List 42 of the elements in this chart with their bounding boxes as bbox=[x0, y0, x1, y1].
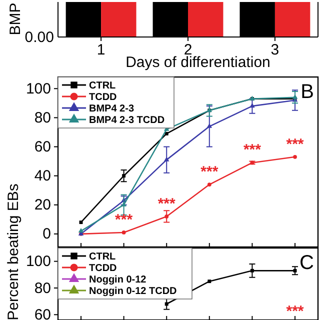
y-tick-label: 60 bbox=[34, 138, 51, 156]
annotation: *** bbox=[158, 195, 176, 212]
point bbox=[250, 103, 255, 108]
legend-label: TCDD bbox=[89, 263, 117, 274]
y-tick-label: 0 bbox=[42, 226, 51, 243]
y-tick-label: 40 bbox=[34, 168, 51, 185]
chart-title: C bbox=[300, 252, 314, 274]
legend-label: BMP4 2-3 bbox=[89, 104, 134, 114]
point bbox=[207, 182, 212, 186]
point bbox=[250, 268, 254, 272]
text: 0.00 bbox=[24, 29, 54, 46]
x-tick-label: 3 bbox=[270, 42, 280, 59]
y-tick-label: 20 bbox=[34, 196, 51, 214]
point bbox=[206, 123, 212, 128]
chart-title: B bbox=[300, 81, 314, 103]
point bbox=[164, 132, 168, 136]
legend-label: Noggin 0-12 bbox=[89, 274, 147, 286]
y-tick-label: 100 bbox=[26, 80, 51, 98]
point bbox=[122, 230, 126, 234]
annotation: *** bbox=[243, 142, 262, 159]
annotation: *** bbox=[115, 211, 133, 228]
annotation: *** bbox=[200, 164, 218, 181]
legend-label: Noggin 0-12 TCDD bbox=[89, 286, 177, 297]
legend-label: CTRL bbox=[89, 80, 116, 92]
point bbox=[122, 174, 126, 178]
legend-label: CTRL bbox=[89, 252, 116, 262]
point bbox=[164, 214, 169, 218]
point bbox=[208, 280, 212, 284]
x-tick-label: 1 bbox=[96, 42, 106, 59]
legend-label: TCDD bbox=[89, 92, 117, 103]
y-tick-label: 80 bbox=[34, 109, 51, 126]
y-tick-label: 60 bbox=[34, 306, 51, 320]
legend-label: BMP4 2-3 TCDD bbox=[89, 115, 165, 126]
annotation: *** bbox=[286, 303, 304, 320]
y-axis-title: Percent beating EBs bbox=[5, 184, 22, 320]
y-tick-label: 100 bbox=[26, 253, 51, 270]
y-axis-title: BMP bbox=[7, 2, 24, 36]
annotation: *** bbox=[286, 136, 304, 153]
point bbox=[293, 154, 297, 159]
point bbox=[164, 156, 170, 162]
point bbox=[78, 228, 84, 233]
y-tick-label: 80 bbox=[34, 280, 51, 297]
